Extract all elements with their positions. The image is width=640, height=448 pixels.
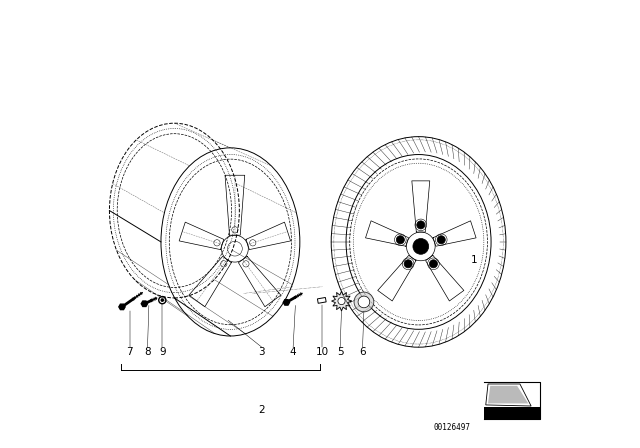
Circle shape (354, 292, 374, 312)
Circle shape (437, 236, 445, 244)
Polygon shape (486, 384, 531, 406)
Text: 10: 10 (316, 347, 329, 357)
Polygon shape (284, 300, 289, 305)
Circle shape (358, 296, 370, 308)
Text: 9: 9 (159, 347, 166, 357)
Text: 4: 4 (290, 347, 296, 357)
Circle shape (161, 298, 164, 302)
Text: 7: 7 (126, 347, 133, 357)
Polygon shape (332, 291, 351, 311)
Text: 3: 3 (259, 347, 265, 357)
Text: 2: 2 (259, 405, 265, 415)
Polygon shape (488, 386, 529, 404)
Bar (317, 297, 326, 303)
Circle shape (429, 260, 438, 268)
Text: 00126497: 00126497 (434, 423, 470, 432)
Circle shape (413, 238, 429, 254)
Text: 8: 8 (144, 347, 151, 357)
Bar (484, 407, 540, 419)
Polygon shape (141, 301, 148, 306)
Text: 5: 5 (337, 347, 344, 357)
Text: 1: 1 (471, 255, 478, 265)
Circle shape (396, 236, 404, 244)
Circle shape (338, 297, 345, 305)
Circle shape (404, 260, 412, 268)
Polygon shape (119, 304, 125, 310)
Circle shape (417, 221, 425, 229)
Text: 6: 6 (359, 347, 366, 357)
